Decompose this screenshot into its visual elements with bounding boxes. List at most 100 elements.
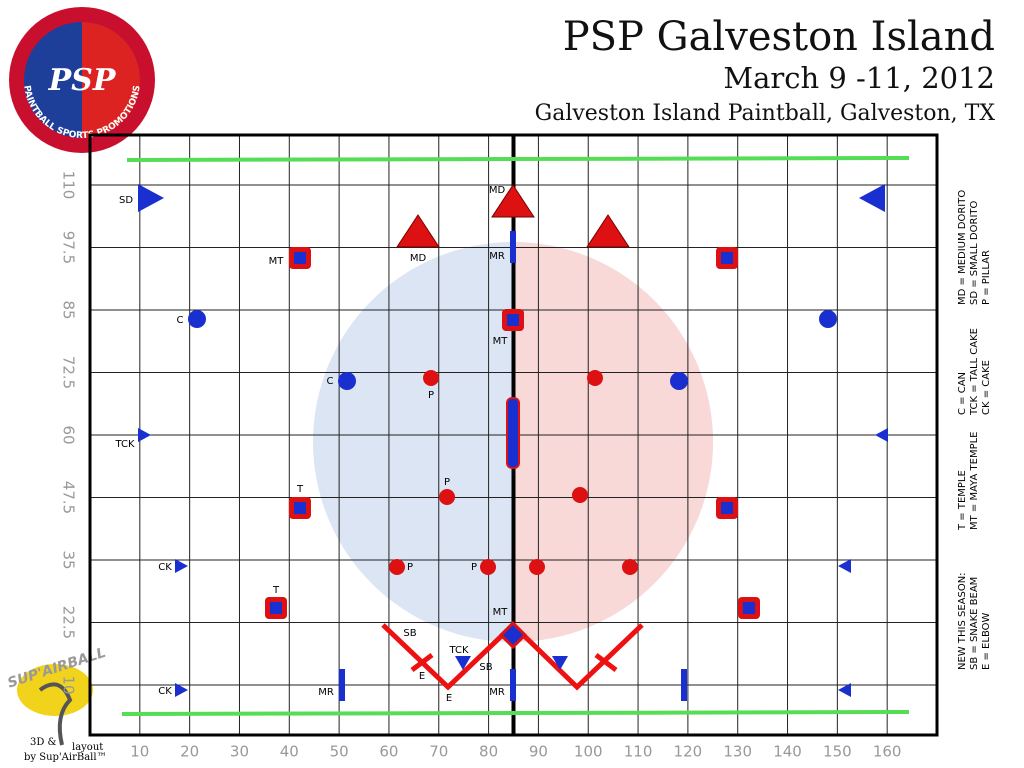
y-tick-label: 97.5 bbox=[60, 231, 78, 264]
mr-bar bbox=[510, 231, 516, 263]
x-tick-label: 30 bbox=[230, 743, 249, 761]
x-tick-label: 40 bbox=[280, 743, 299, 761]
venue: Galveston Island Paintball, Galveston, T… bbox=[535, 101, 996, 126]
mr-bar bbox=[510, 669, 516, 701]
bunker-label: T bbox=[272, 585, 280, 596]
bunker-label: MD bbox=[489, 185, 506, 196]
logo-half bbox=[82, 22, 140, 138]
temple-top bbox=[507, 314, 519, 326]
brand-s bbox=[38, 682, 73, 746]
legend-entry: T = TEMPLE bbox=[957, 470, 968, 531]
credit: 3D & bbox=[30, 737, 57, 748]
medium-dorito bbox=[491, 184, 535, 218]
brand-logo: SUP'AIRBALL 3D & layout by Sup'AirBall™ bbox=[6, 645, 108, 763]
x-tick-label: 10 bbox=[130, 743, 149, 761]
credit: by Sup'AirBall™ bbox=[24, 752, 107, 763]
pillar bbox=[389, 559, 405, 575]
temple-top bbox=[270, 602, 282, 614]
x-tick-label: 140 bbox=[773, 743, 802, 761]
bunker-label: SD bbox=[119, 195, 133, 206]
bunker-label: C bbox=[327, 376, 334, 387]
legend-entry: TCK = TALL CAKE bbox=[969, 328, 980, 416]
y-tick-label: 110 bbox=[60, 171, 78, 200]
x-tick-label: 60 bbox=[379, 743, 398, 761]
tall-cake bbox=[455, 656, 471, 670]
legend-entry: MT = MAYA TEMPLE bbox=[969, 432, 980, 531]
mr-bar bbox=[339, 669, 345, 701]
long-bar bbox=[506, 397, 520, 469]
x-tick-label: 100 bbox=[574, 743, 603, 761]
x-tick-label: 20 bbox=[180, 743, 199, 761]
x-tick-label: 50 bbox=[330, 743, 349, 761]
small-dorito bbox=[859, 184, 885, 212]
x-tick-label: 90 bbox=[529, 743, 548, 761]
bunker-label: P bbox=[407, 562, 413, 573]
legend-entry: SB = SNAKE BEAM bbox=[969, 577, 980, 670]
temple-top bbox=[721, 502, 733, 514]
bunker-label: P bbox=[471, 562, 477, 573]
bunker-label: E bbox=[446, 693, 452, 704]
legend-entry: SD = SMALL DORITO bbox=[969, 201, 980, 305]
pillar bbox=[423, 370, 439, 386]
bunker-label: MT bbox=[269, 256, 285, 267]
bunkers: SD MD MD MR MT C MT C P TCK T P CK P P T SB E E MT TCK SB MR MR… bbox=[114, 184, 888, 704]
legend-entry: CK = CAKE bbox=[981, 360, 992, 415]
tall-cake bbox=[552, 656, 568, 670]
legend-entry: P = PILLAR bbox=[981, 250, 992, 305]
bunker-label: TCK bbox=[448, 645, 469, 656]
can bbox=[188, 310, 206, 328]
bunker-label: MT bbox=[493, 336, 509, 347]
cake bbox=[875, 428, 888, 442]
x-tick-label: 120 bbox=[674, 743, 703, 761]
medium-dorito bbox=[586, 214, 630, 248]
bunker-label: MR bbox=[489, 251, 505, 262]
temple-top bbox=[721, 252, 733, 264]
start-line bbox=[121, 710, 910, 716]
mr-bar bbox=[681, 669, 687, 701]
pillar bbox=[572, 487, 588, 503]
legend-entry: MD = MEDIUM DORITO bbox=[957, 190, 968, 305]
temple-top bbox=[743, 602, 755, 614]
legend-entry: C = CAN bbox=[957, 372, 968, 415]
cake bbox=[175, 683, 188, 697]
legend-entry: NEW THIS SEASON: bbox=[957, 572, 968, 670]
y-tick-label: 10 bbox=[60, 675, 78, 694]
can bbox=[338, 372, 356, 390]
credit: layout bbox=[72, 742, 103, 753]
pillar bbox=[480, 559, 496, 575]
medium-dorito bbox=[396, 214, 440, 248]
bunker-label: P bbox=[444, 477, 450, 488]
title: PSP Galveston Island bbox=[563, 14, 995, 60]
cake bbox=[175, 559, 188, 573]
temple-top bbox=[294, 252, 306, 264]
y-tick-label: 47.5 bbox=[60, 481, 78, 514]
y-tick-label: 35 bbox=[60, 550, 78, 569]
x-tick-label: 110 bbox=[624, 743, 653, 761]
x-tick-label: 80 bbox=[479, 743, 498, 761]
start-line bbox=[126, 156, 910, 162]
can bbox=[819, 310, 837, 328]
elbow bbox=[594, 653, 618, 672]
legend-entry: E = ELBOW bbox=[981, 613, 992, 671]
x-tick-label: 160 bbox=[873, 743, 902, 761]
bunker-label: SB bbox=[403, 628, 416, 639]
dates: March 9 -11, 2012 bbox=[723, 61, 995, 95]
cake bbox=[838, 683, 851, 697]
small-dorito bbox=[138, 184, 164, 212]
pillar bbox=[587, 370, 603, 386]
bunker-label: TCK bbox=[114, 439, 135, 450]
bunker-label: MR bbox=[489, 687, 505, 698]
bunker-label: T bbox=[296, 484, 304, 495]
brand-swoosh bbox=[17, 664, 93, 716]
maya-temple bbox=[498, 620, 528, 650]
bunker-label: MR bbox=[318, 687, 334, 698]
pillar bbox=[439, 489, 455, 505]
bunker-label: CK bbox=[158, 686, 172, 697]
cake bbox=[138, 428, 151, 442]
logo-mark: PSP bbox=[48, 63, 117, 98]
pillar bbox=[529, 559, 545, 575]
pillar bbox=[622, 559, 638, 575]
can bbox=[670, 372, 688, 390]
watermark-half bbox=[513, 242, 713, 642]
